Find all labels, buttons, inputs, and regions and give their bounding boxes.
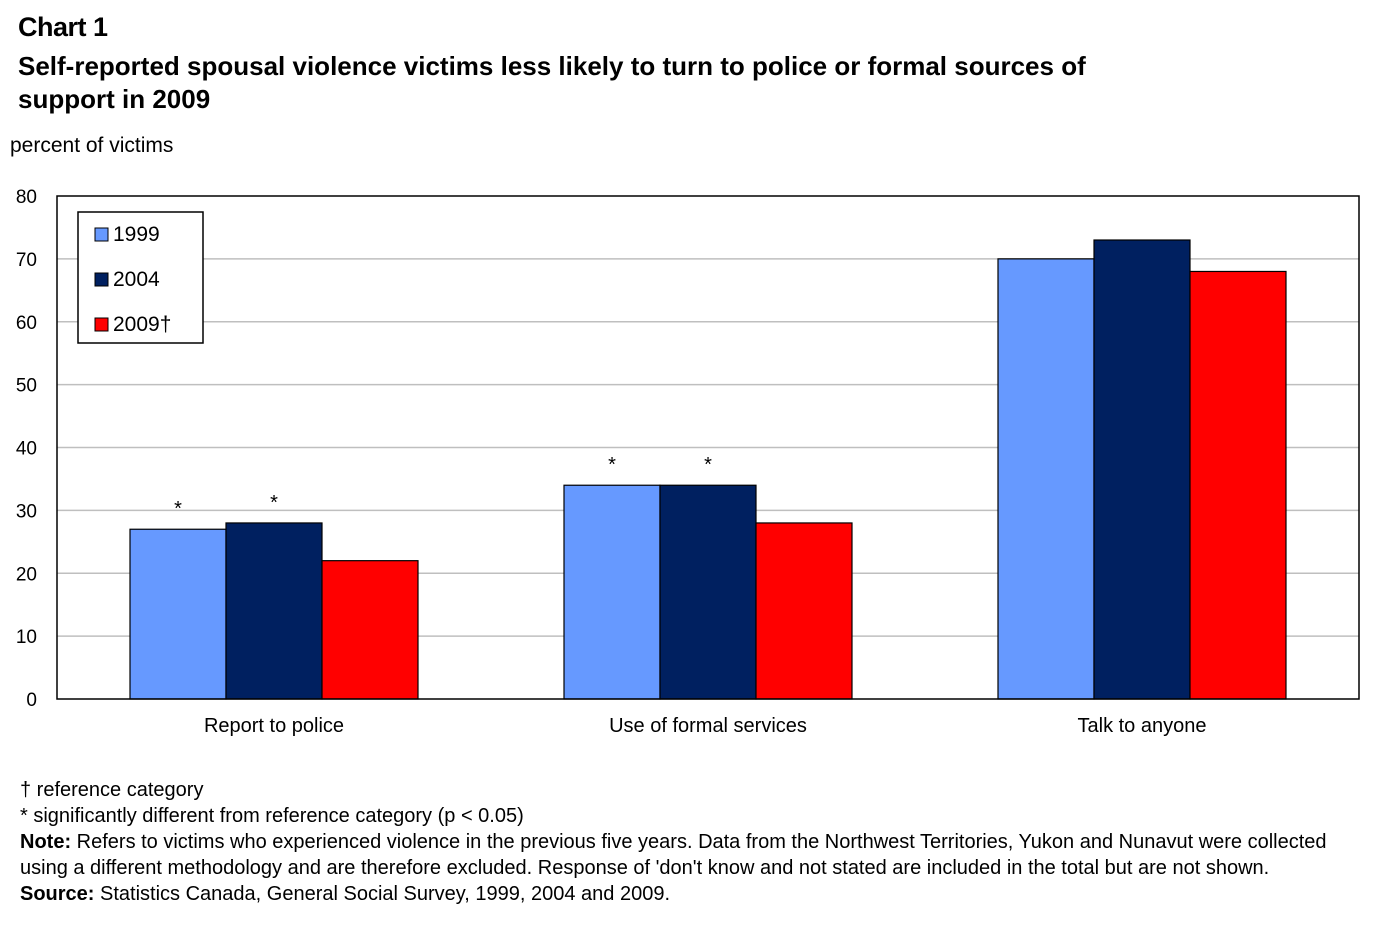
y-tick-label: 0 xyxy=(26,690,37,711)
chart-number: Chart 1 xyxy=(18,12,108,42)
y-tick-labels: 0 10 20 30 40 50 60 70 80 xyxy=(16,187,37,711)
y-tick-label: 50 xyxy=(16,376,37,397)
y-tick-label: 70 xyxy=(16,250,37,271)
x-tick-label: Report to police xyxy=(204,715,344,737)
bar xyxy=(321,560,419,700)
significance-footnote: * significantly different from reference… xyxy=(20,805,524,827)
y-tick-label: 40 xyxy=(16,439,37,460)
chart-title: Self-reported spousal violence victims l… xyxy=(18,51,1086,114)
significance-marker: * xyxy=(704,454,712,476)
x-tick-labels: Report to police Use of formal services Ta… xyxy=(204,715,1207,737)
y-tick-label: 60 xyxy=(16,313,37,334)
note-label: Note: xyxy=(20,831,72,853)
source-text: Statistics Canada, General Social Survey… xyxy=(94,883,671,905)
note: Note: Refers to victims who experienced … xyxy=(20,829,1350,881)
bar xyxy=(129,528,227,700)
legend-label: 2004 xyxy=(113,268,160,291)
bar xyxy=(755,522,853,700)
bar xyxy=(1189,270,1287,700)
legend-swatch xyxy=(94,317,109,332)
significance-marker: * xyxy=(174,498,182,520)
x-tick-label: Use of formal services xyxy=(609,715,807,737)
y-tick-label: 30 xyxy=(16,501,37,522)
bar xyxy=(225,522,323,700)
footnotes: † reference category * significantly dif… xyxy=(20,777,1350,907)
bar xyxy=(1093,239,1191,700)
bar-chart: 0 10 20 30 40 50 60 70 80 * * * * Report to police U… xyxy=(16,187,1360,737)
source-label: Source: xyxy=(20,883,95,905)
y-tick-label: 20 xyxy=(16,564,37,585)
plot-frame xyxy=(56,195,1360,700)
legend: 1999 2004 2009† xyxy=(77,211,204,344)
legend-swatch xyxy=(94,272,109,287)
x-tick-label: Talk to anyone xyxy=(1078,715,1207,737)
significance-marker: * xyxy=(608,454,616,476)
note-text: Refers to victims who experienced violen… xyxy=(20,831,1327,879)
legend-swatch xyxy=(94,227,109,242)
significance-marker: * xyxy=(270,492,278,514)
reference-footnote: † reference category xyxy=(20,779,204,801)
bars xyxy=(129,239,1287,700)
legend-label: 1999 xyxy=(113,223,160,246)
y-axis-label: percent of victims xyxy=(10,134,174,157)
y-tick-label: 80 xyxy=(16,187,37,208)
significance-markers: * * * * xyxy=(174,454,712,520)
legend-label: 2009† xyxy=(113,313,171,336)
bar xyxy=(563,484,661,700)
bar xyxy=(659,484,757,700)
y-tick-label: 10 xyxy=(16,627,37,648)
source: Source: Statistics Canada, General Socia… xyxy=(20,881,1350,907)
bar xyxy=(997,258,1095,700)
